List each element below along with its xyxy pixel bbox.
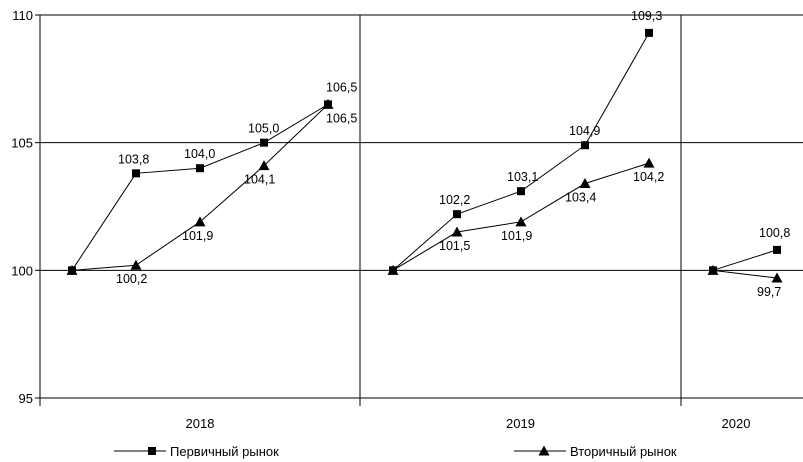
triangle-marker [130,259,142,270]
triangle-marker [538,445,550,456]
data-label: 105,0 [248,122,279,136]
plot-area [39,14,803,399]
square-marker [196,164,204,173]
square-marker [645,28,653,37]
series-line [712,269,778,279]
triangle-marker [194,216,206,227]
square-marker [148,447,156,455]
data-label: 103,1 [507,170,538,184]
triangle-marker [66,264,78,275]
triangle-marker [258,160,270,171]
data-label: 104,0 [184,147,215,161]
data-label: 99,7 [757,285,781,299]
data-label: 102,2 [439,193,470,207]
legend-label: Вторичный рынок [570,444,677,459]
data-label: 100,2 [116,272,147,286]
data-label: 103,8 [118,152,149,166]
y-tick-label: 95 [19,391,33,406]
x-category-label: 2020 [722,416,751,431]
square-marker [453,210,461,219]
square-marker [260,138,268,147]
y-tick-label: 105 [11,136,33,151]
triangle-marker [643,157,655,168]
y-tick-label: 100 [11,263,33,278]
data-label: 100,8 [759,226,790,240]
triangle-marker [322,98,334,109]
x-category-label: 2019 [506,416,535,431]
data-label: 106,5 [326,80,357,94]
y-tick-label: 110 [12,8,33,23]
data-label: 104,9 [569,124,600,138]
triangle-marker [707,264,719,275]
series-line [71,104,329,271]
data-label: 106,5 [326,111,357,125]
x-category-label: 2018 [186,416,215,431]
triangle-marker [387,264,399,275]
data-label: 101,9 [182,229,213,243]
data-label: 104,1 [244,173,275,187]
square-marker [773,245,781,254]
triangle-marker [515,216,527,227]
data-label: 104,2 [633,170,664,184]
data-label: 101,9 [501,229,532,243]
triangle-marker [771,272,783,283]
data-label: 109,3 [631,9,662,23]
series-line [71,103,329,271]
data-label: 103,4 [565,191,596,205]
square-marker [581,141,589,150]
series-line [712,249,778,271]
data-label: 101,5 [439,239,470,253]
square-marker [517,187,525,196]
legend-label: Первичный рынок [170,444,279,459]
square-marker [132,169,140,178]
triangle-marker [579,178,591,189]
triangle-marker [451,226,463,237]
